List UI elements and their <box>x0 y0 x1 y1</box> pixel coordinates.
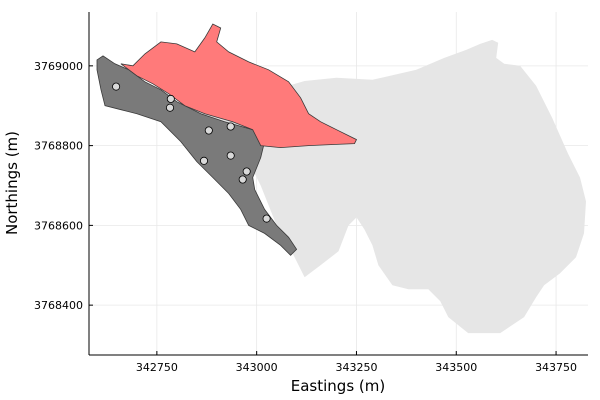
sample-point <box>226 122 235 131</box>
sample-point <box>165 103 174 112</box>
x-tick-label: 343500 <box>435 361 477 374</box>
sample-point <box>226 151 235 160</box>
y-tick-label: 3768400 <box>34 299 83 312</box>
sample-point <box>204 126 213 135</box>
x-tick-label: 342750 <box>136 361 178 374</box>
x-tick-labels: 342750 343000 343250 343500 343750 <box>136 351 577 374</box>
axes <box>88 12 588 356</box>
y-axis-title: Northings (m) <box>3 131 21 235</box>
x-tick-label: 343000 <box>236 361 278 374</box>
y-tick-labels: 3768400 3768600 3768800 3769000 <box>34 60 93 312</box>
y-tick-label: 3768600 <box>34 219 83 232</box>
highlight-area-region <box>120 23 358 149</box>
sample-point <box>166 94 175 103</box>
sample-points <box>112 82 271 223</box>
x-tick-label: 343750 <box>535 361 577 374</box>
y-tick-label: 3769000 <box>34 60 83 73</box>
y-tick-label: 3768800 <box>34 140 83 153</box>
map-regions <box>96 23 587 334</box>
sample-point <box>238 175 247 184</box>
sample-point <box>262 214 271 223</box>
sample-point <box>112 82 121 91</box>
x-tick-label: 343250 <box>335 361 377 374</box>
x-axis-title: Eastings (m) <box>291 377 385 395</box>
sample-point <box>242 167 251 176</box>
sample-point <box>199 156 208 165</box>
